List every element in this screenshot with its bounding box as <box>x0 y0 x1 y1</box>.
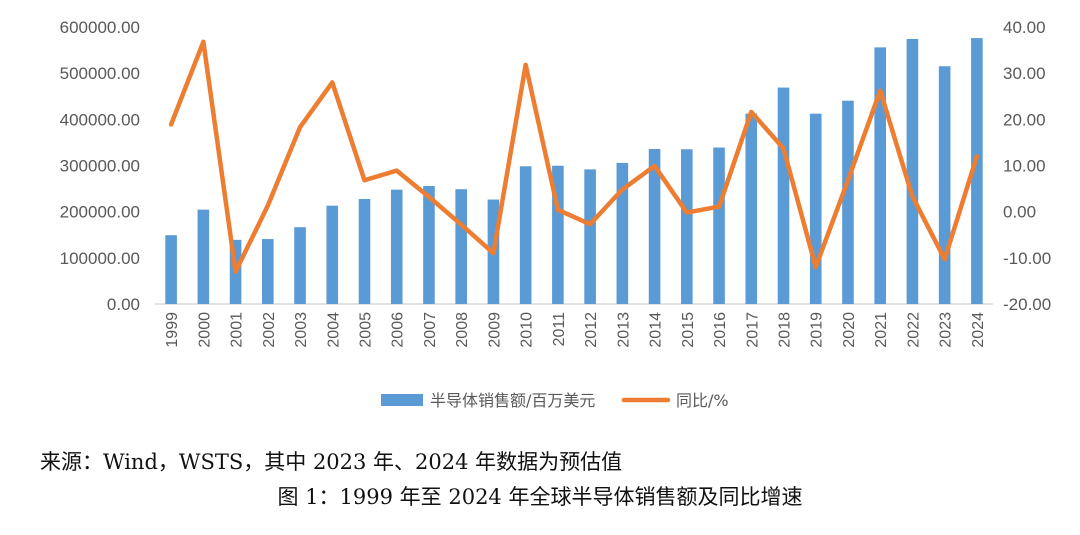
x-tick-label: 1999 <box>164 312 181 348</box>
y-right-tick-label: -20.00 <box>1003 295 1051 314</box>
legend-line-label: 同比/% <box>676 391 729 410</box>
bar-2011 <box>552 165 564 304</box>
bar-2005 <box>358 198 371 304</box>
x-tick-label: 2017 <box>744 312 761 348</box>
x-tick-label: 2013 <box>615 312 632 348</box>
line-series <box>168 39 980 274</box>
x-tick-label: 2016 <box>712 312 729 348</box>
x-tick-label: 2018 <box>777 312 794 348</box>
x-tick-label: 2023 <box>938 312 955 348</box>
bar-2007 <box>423 185 435 304</box>
x-tick-label: 2014 <box>648 312 665 348</box>
bar-2000 <box>197 209 210 304</box>
bar-2013 <box>616 162 629 304</box>
y-right-tick-label: 30.00 <box>1003 64 1046 83</box>
figure-caption: 图 1：1999 年至 2024 年全球半导体销售额及同比增速 <box>277 485 803 509</box>
y-right-tick-label: -10.00 <box>1003 249 1051 268</box>
y-axis-left-ticks: 0.00 100000.00 200000.00 300000.00 400000.00… <box>60 18 140 314</box>
bar-2006 <box>390 189 403 304</box>
bar-2015 <box>681 149 693 304</box>
bar-2012 <box>584 169 596 304</box>
x-tick-label: 2012 <box>583 312 600 348</box>
bar-2018 <box>777 87 790 304</box>
bar-2002 <box>262 239 274 304</box>
bar-2023 <box>938 66 951 304</box>
bar-2024 <box>971 38 983 305</box>
y-left-tick-label: 600000.00 <box>60 18 140 37</box>
x-tick-label: 2001 <box>229 312 246 348</box>
x-tick-label: 2000 <box>196 312 213 348</box>
x-tick-label: 2005 <box>358 312 375 348</box>
x-tick-label: 2006 <box>390 312 407 348</box>
x-tick-label: 2015 <box>680 312 697 348</box>
x-tick-label: 2019 <box>809 312 826 348</box>
legend: 半导体销售额/百万美元 同比/% <box>381 391 729 410</box>
x-tick-label: 2007 <box>422 312 439 348</box>
bar-2004 <box>326 205 339 304</box>
y-left-tick-label: 100000.00 <box>60 249 140 268</box>
bar-2017 <box>745 113 758 305</box>
bar-2010 <box>519 166 532 304</box>
y-right-tick-label: 40.00 <box>1003 18 1046 37</box>
y-right-tick-label: 0.00 <box>1003 203 1036 222</box>
y-axis-right-ticks: -20.00 -10.00 0.00 10.00 20.00 30.00 40.00 <box>1003 18 1051 314</box>
legend-bar-swatch <box>381 394 423 406</box>
bar-2003 <box>294 227 306 304</box>
x-tick-label: 2010 <box>519 312 536 348</box>
y-left-tick-label: 0.00 <box>107 295 140 314</box>
x-tick-label: 2004 <box>325 312 342 348</box>
x-tick-label: 2011 <box>551 312 568 347</box>
chart: 0.00 100000.00 200000.00 300000.00 400000.00… <box>60 18 1052 410</box>
x-tick-label: 2009 <box>486 312 503 348</box>
bar-2022 <box>906 38 919 305</box>
y-left-tick-label: 200000.00 <box>60 203 140 222</box>
bar-2019 <box>809 113 822 304</box>
bar-2008 <box>455 189 467 304</box>
bar-series <box>165 38 983 305</box>
growth-line <box>168 39 980 274</box>
bar-2021 <box>874 47 886 305</box>
x-tick-label: 2022 <box>905 312 922 348</box>
x-tick-label: 2020 <box>841 312 858 348</box>
y-right-tick-label: 10.00 <box>1003 157 1046 176</box>
y-left-tick-label: 400000.00 <box>60 110 140 129</box>
source-note: 来源：Wind，WSTS，其中 2023 年、2024 年数据为预估值 <box>40 450 623 474</box>
x-tick-label: 2021 <box>873 312 890 348</box>
x-tick-label: 2002 <box>261 312 278 348</box>
bar-2014 <box>648 148 661 304</box>
y-right-tick-label: 20.00 <box>1003 110 1046 129</box>
y-left-tick-label: 500000.00 <box>60 64 140 83</box>
bar-1999 <box>165 235 177 304</box>
x-tick-label: 2008 <box>454 312 471 348</box>
legend-bar-label: 半导体销售额/百万美元 <box>430 391 595 410</box>
x-tick-label: 2003 <box>293 312 310 348</box>
x-tick-label: 2024 <box>970 312 987 348</box>
bar-2016 <box>713 147 725 304</box>
x-axis-ticks: 1999 2000 2001 2002 2003 2004 2005 2006 2007 2008… <box>164 312 987 348</box>
y-left-tick-label: 300000.00 <box>60 157 140 176</box>
bar-2020 <box>842 100 854 304</box>
